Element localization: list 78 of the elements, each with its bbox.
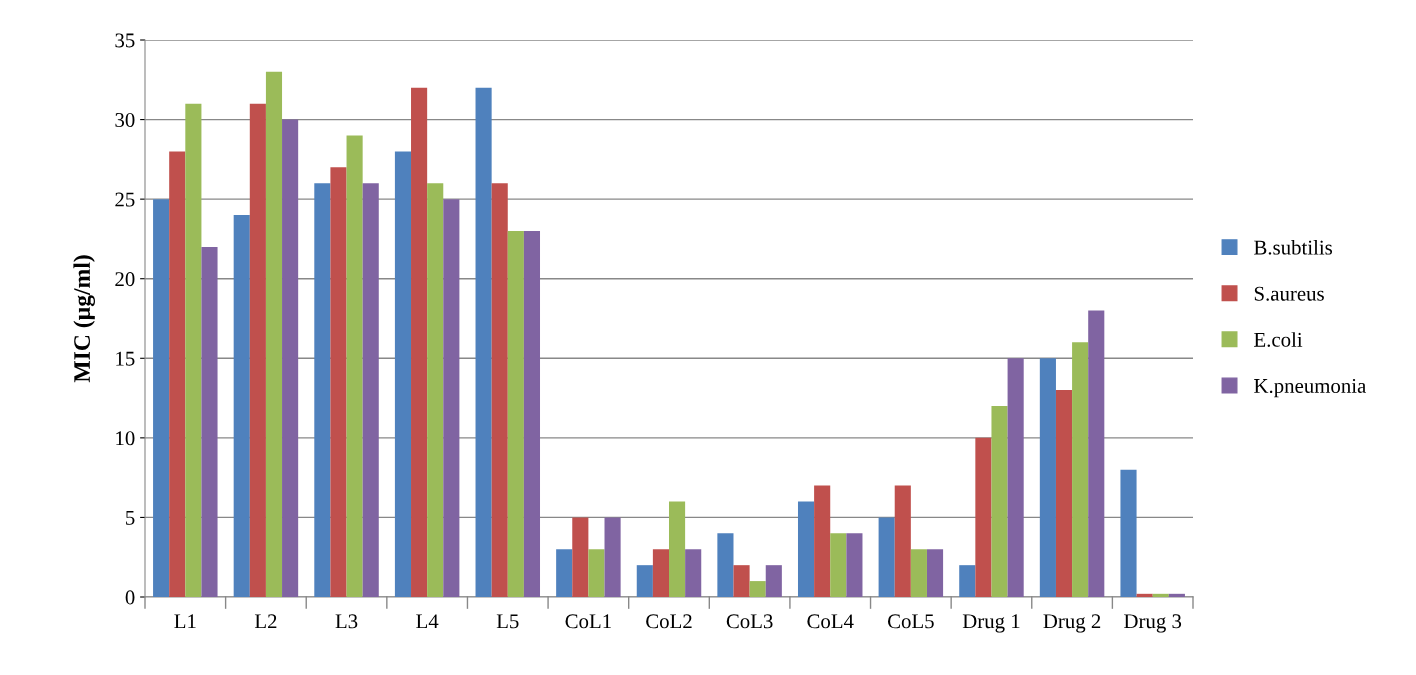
bar xyxy=(765,565,782,597)
y-tick-label: 30 xyxy=(115,112,135,127)
x-tick-label: CoL2 xyxy=(646,614,692,629)
bar xyxy=(669,501,686,597)
y-tick-label: 5 xyxy=(126,511,135,525)
bar xyxy=(894,485,911,597)
bar xyxy=(717,533,734,597)
x-tick-label: Drug 3 xyxy=(1124,614,1182,633)
legend-label: B.subtilis xyxy=(1254,239,1333,255)
legend-label: E.coli xyxy=(1254,332,1303,347)
bar xyxy=(797,501,815,597)
bar xyxy=(507,230,524,597)
bar xyxy=(1039,358,1056,597)
bar xyxy=(201,246,218,597)
x-tick-label: L1 xyxy=(174,614,196,629)
bar xyxy=(572,517,589,597)
bar xyxy=(1120,469,1137,597)
bar xyxy=(523,230,541,597)
bar xyxy=(910,549,927,597)
bar xyxy=(346,135,363,597)
y-tick-label: 20 xyxy=(115,272,135,287)
x-tick-label: L2 xyxy=(254,614,277,629)
x-tick-label: CoL1 xyxy=(565,614,611,629)
x-tick-label: L4 xyxy=(416,614,439,629)
x-tick-label: CoL4 xyxy=(807,614,854,629)
bar xyxy=(685,549,702,597)
y-tick-label: 35 xyxy=(115,33,135,48)
bar xyxy=(604,517,621,597)
bar xyxy=(1007,358,1024,597)
bar xyxy=(1152,593,1169,597)
bar xyxy=(169,151,186,597)
bar xyxy=(1072,342,1089,597)
bar xyxy=(314,183,331,597)
bar xyxy=(1088,310,1105,597)
bar xyxy=(153,199,170,597)
y-tick-label: 25 xyxy=(115,192,135,207)
legend-label: S.aureus xyxy=(1254,286,1324,301)
bar xyxy=(443,199,460,597)
bar xyxy=(959,565,976,597)
bar xyxy=(846,533,863,597)
y-axis-title: MIC (µg/ml) xyxy=(73,255,95,383)
bar xyxy=(1055,390,1073,597)
bar xyxy=(556,549,573,597)
y-tick-label: 10 xyxy=(116,431,135,446)
bar xyxy=(249,103,266,597)
bar xyxy=(233,215,250,597)
bar xyxy=(926,549,944,597)
bar xyxy=(427,183,444,597)
x-tick-label: L5 xyxy=(496,614,519,629)
bar xyxy=(878,517,895,597)
bar xyxy=(411,87,428,597)
bar xyxy=(362,183,379,597)
bar xyxy=(991,406,1008,597)
x-tick-label: Drug 2 xyxy=(1043,614,1101,633)
bar xyxy=(749,581,766,597)
x-tick-label: L3 xyxy=(335,614,358,629)
legend-label: K.pneumonia xyxy=(1254,378,1367,398)
x-tick-label: CoL5 xyxy=(887,614,934,629)
bar xyxy=(830,533,847,597)
bar xyxy=(652,549,669,597)
bar xyxy=(185,103,202,597)
bar xyxy=(330,167,347,597)
bar xyxy=(636,565,653,597)
bar xyxy=(265,71,283,597)
x-tick-label: Drug 1 xyxy=(962,614,1020,633)
bar xyxy=(282,119,299,597)
y-tick-label: 0 xyxy=(125,590,135,605)
bar xyxy=(588,549,605,597)
bar xyxy=(475,87,492,597)
bar xyxy=(733,565,750,597)
y-tick-label: 15 xyxy=(116,351,135,366)
bar xyxy=(1136,593,1153,597)
bar xyxy=(1168,593,1185,597)
bar xyxy=(491,183,508,597)
bar xyxy=(814,485,831,597)
bar xyxy=(975,437,992,597)
bar xyxy=(394,151,412,597)
x-tick-label: CoL3 xyxy=(726,614,773,629)
